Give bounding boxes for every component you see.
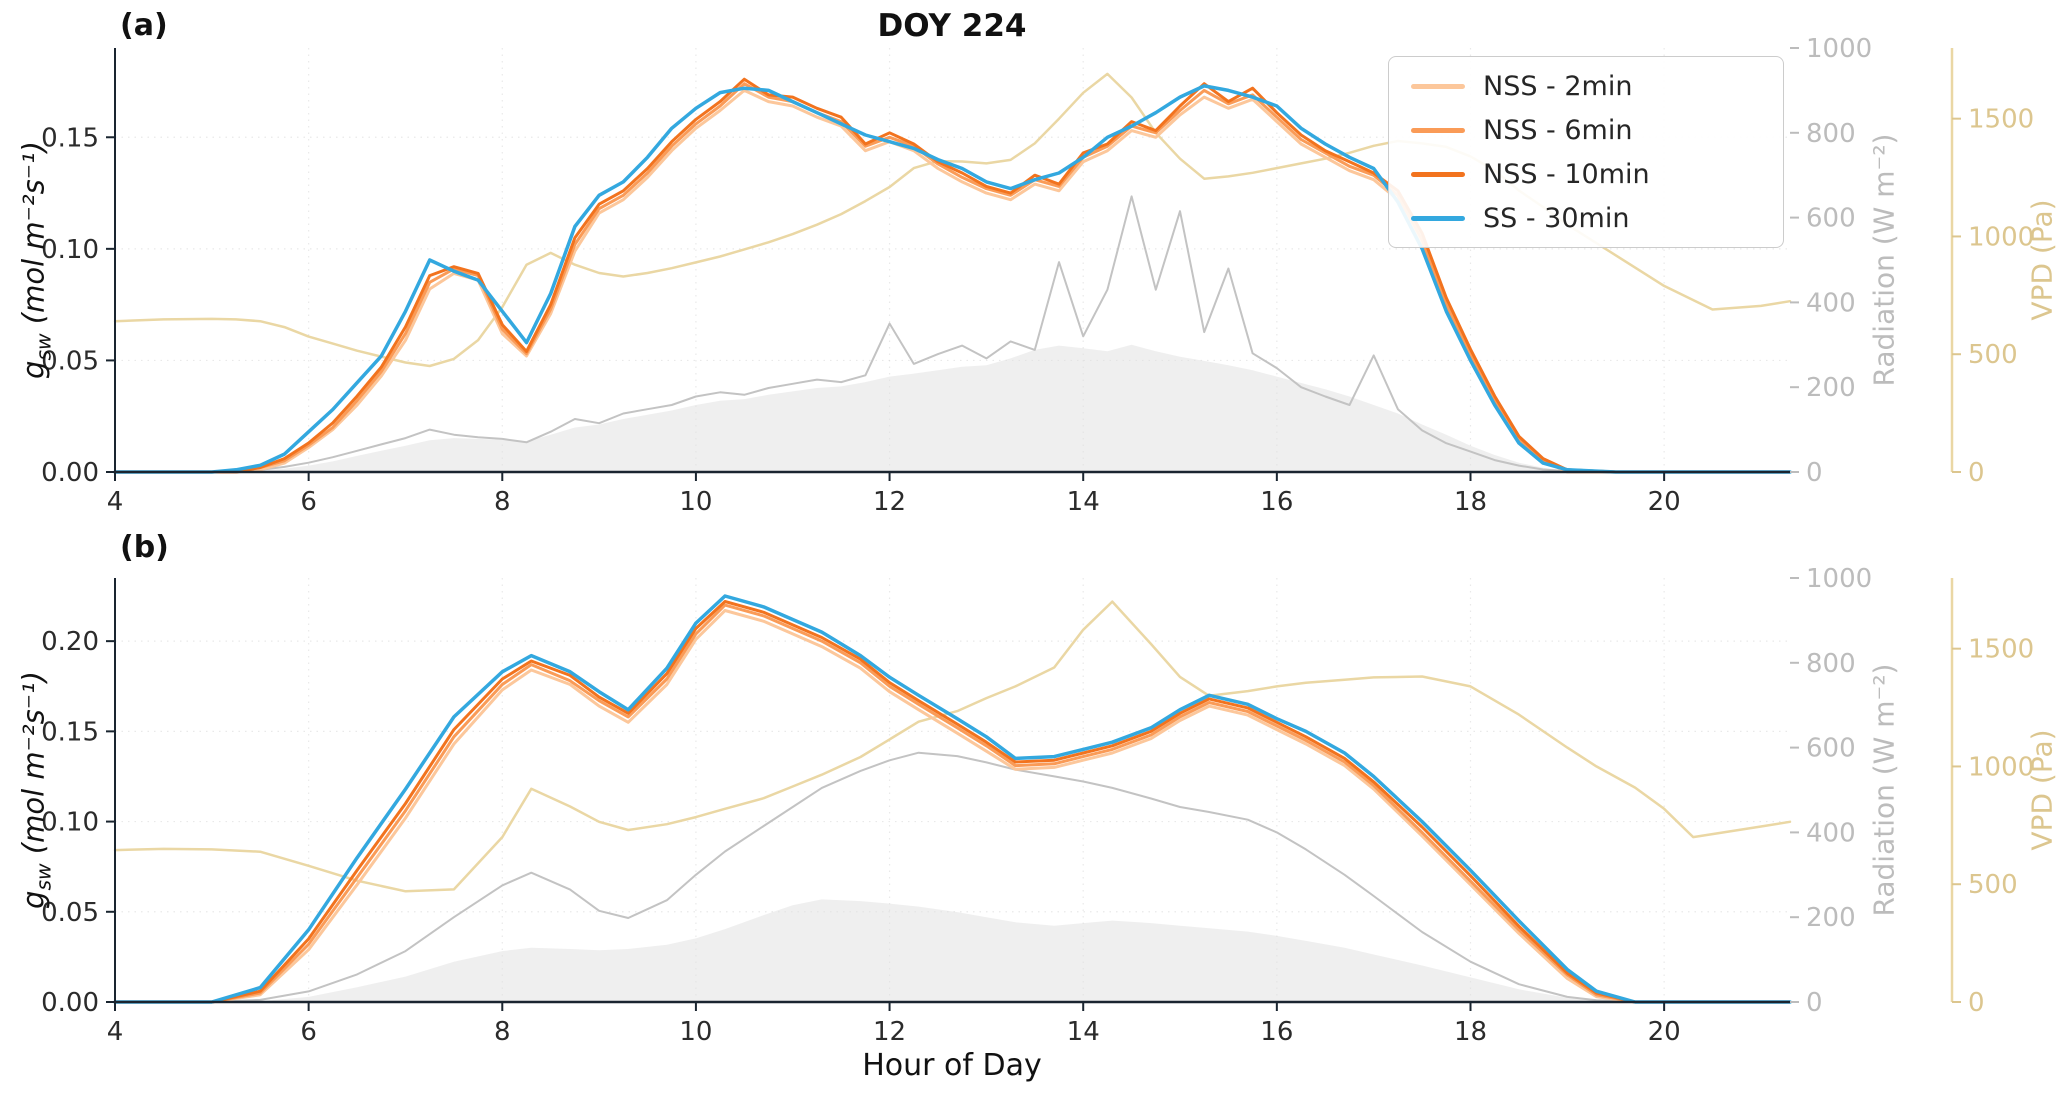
svg-text:0.10: 0.10: [41, 235, 99, 265]
radiation-axis-label-a: Radiation (W m⁻²): [1867, 133, 1901, 387]
svg-text:6: 6: [300, 1017, 317, 1047]
svg-text:1500: 1500: [1968, 105, 2034, 135]
svg-text:14: 14: [1067, 487, 1100, 517]
svg-text:500: 500: [1968, 870, 2018, 900]
svg-text:16: 16: [1260, 1017, 1293, 1047]
svg-text:1000: 1000: [1968, 752, 2034, 782]
svg-text:0.00: 0.00: [41, 988, 99, 1018]
svg-text:0: 0: [1968, 988, 1985, 1018]
svg-text:400: 400: [1806, 288, 1856, 318]
vpd-axis-label-b: VPD (Pa): [2025, 729, 2059, 851]
svg-text:0.15: 0.15: [41, 123, 99, 153]
svg-text:1000: 1000: [1806, 564, 1872, 594]
svg-text:0: 0: [1968, 458, 1985, 488]
figure-title: DOY 224: [877, 8, 1027, 44]
svg-text:4: 4: [107, 487, 124, 517]
panel-b-label: (b): [120, 530, 169, 565]
svg-text:14: 14: [1067, 1017, 1100, 1047]
svg-text:16: 16: [1260, 487, 1293, 517]
svg-text:1000: 1000: [1806, 34, 1872, 64]
svg-text:20: 20: [1648, 487, 1681, 517]
gsw-subscript: sw: [31, 863, 56, 891]
legend-item: NSS - 2min: [1411, 69, 1761, 103]
legend-label: NSS - 2min: [1483, 70, 1633, 102]
legend-label: NSS - 6min: [1483, 114, 1633, 146]
gsw-symbol: g: [16, 890, 51, 909]
svg-text:1000: 1000: [1968, 222, 2034, 252]
legend-line-swatch: [1411, 171, 1465, 177]
vpd-axis-label-a: VPD (Pa): [2025, 199, 2059, 321]
legend-line-swatch: [1411, 215, 1465, 221]
svg-text:200: 200: [1806, 373, 1856, 403]
svg-text:18: 18: [1454, 487, 1487, 517]
gsw-symbol: g: [16, 360, 51, 379]
svg-text:400: 400: [1806, 818, 1856, 848]
svg-text:20: 20: [1648, 1017, 1681, 1047]
svg-text:4: 4: [107, 1017, 124, 1047]
svg-text:6: 6: [300, 487, 317, 517]
legend-label: SS - 30min: [1483, 202, 1630, 234]
svg-text:600: 600: [1806, 734, 1856, 764]
svg-text:0: 0: [1806, 458, 1823, 488]
legend-line-swatch: [1411, 127, 1465, 133]
svg-text:0.10: 0.10: [41, 808, 99, 838]
svg-text:500: 500: [1968, 340, 2018, 370]
svg-text:18: 18: [1454, 1017, 1487, 1047]
y-axis-label-b: gsw (mol m⁻²s⁻¹): [17, 671, 56, 909]
svg-text:0: 0: [1806, 988, 1823, 1018]
svg-text:0.05: 0.05: [41, 898, 99, 928]
legend: NSS - 2min NSS - 6min NSS - 10min SS - 3…: [1388, 56, 1784, 248]
svg-text:600: 600: [1806, 204, 1856, 234]
panel-a-plot: 4 6 8 10 12 14 16 18 20 0.00 0.05 0.10 0.15 0 200 400 60…: [41, 34, 2034, 517]
svg-text:0.20: 0.20: [41, 627, 99, 657]
legend-item: NSS - 10min: [1411, 157, 1761, 191]
svg-text:8: 8: [494, 1017, 511, 1047]
legend-item: NSS - 6min: [1411, 113, 1761, 147]
svg-text:200: 200: [1806, 903, 1856, 933]
panel-a-label: (a): [120, 8, 168, 43]
y-axis-label-a: gsw (mol m⁻²s⁻¹): [17, 141, 56, 379]
svg-text:800: 800: [1806, 119, 1856, 149]
gsw-subscript: sw: [31, 333, 56, 361]
svg-text:800: 800: [1806, 649, 1856, 679]
svg-text:12: 12: [873, 1017, 906, 1047]
panel-b-plot: 4 6 8 10 12 14 16 18 20 0.00 0.05 0.10 0.15 0.20 0 200 4…: [41, 564, 2034, 1047]
legend-line-swatch: [1411, 83, 1465, 89]
svg-text:10: 10: [679, 1017, 712, 1047]
svg-text:12: 12: [873, 487, 906, 517]
svg-text:0.05: 0.05: [41, 346, 99, 376]
gsw-units: (mol m⁻²s⁻¹): [16, 141, 51, 334]
x-axis-label: Hour of Day: [862, 1048, 1042, 1083]
svg-text:0.15: 0.15: [41, 717, 99, 747]
gsw-units: (mol m⁻²s⁻¹): [16, 671, 51, 864]
svg-text:1500: 1500: [1968, 635, 2034, 665]
legend-item: SS - 30min: [1411, 201, 1761, 235]
svg-text:10: 10: [679, 487, 712, 517]
svg-text:8: 8: [494, 487, 511, 517]
radiation-axis-label-b: Radiation (W m⁻²): [1867, 663, 1901, 917]
svg-text:0.00: 0.00: [41, 458, 99, 488]
legend-label: NSS - 10min: [1483, 158, 1650, 190]
